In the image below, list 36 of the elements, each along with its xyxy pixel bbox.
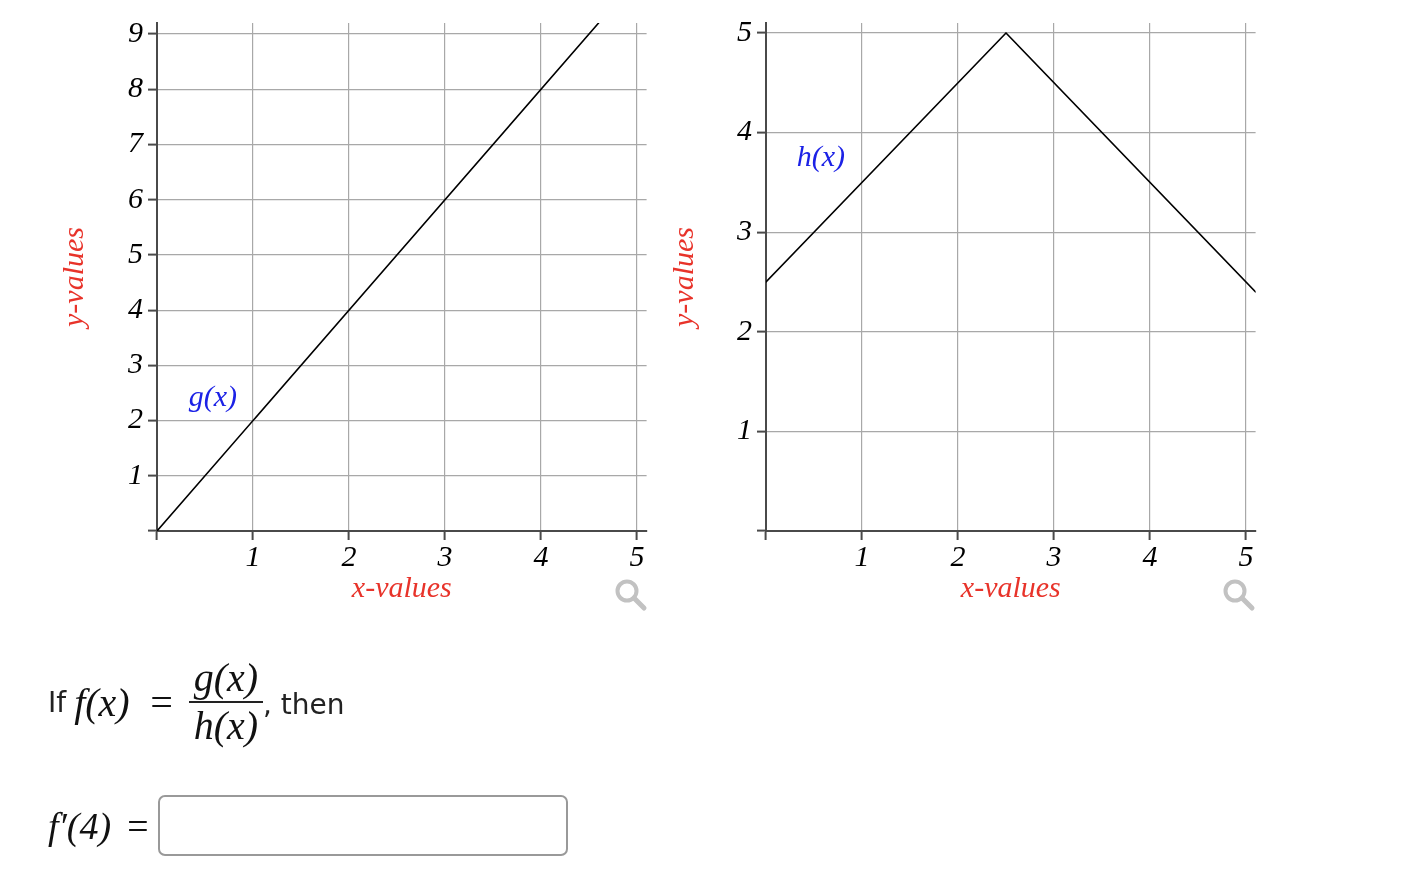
x-tick-label: 4 <box>1142 538 1158 572</box>
x-tick-label: 3 <box>1045 538 1062 572</box>
y-tick-label: 7 <box>128 125 145 159</box>
x-tick-label: 1 <box>245 538 261 572</box>
x-tick-label: 2 <box>950 538 966 572</box>
y-tick-label: 4 <box>128 291 143 325</box>
text: g(x) <box>188 655 264 703</box>
y-tick-label: 2 <box>737 312 752 346</box>
x-tick-label: 5 <box>629 538 645 572</box>
y-tick-label: 5 <box>737 13 752 47</box>
x-tick-label: 4 <box>533 538 549 572</box>
x-tick-label: 1 <box>854 538 870 572</box>
text: f(x) = <box>74 678 175 726</box>
y-tick-label: 4 <box>737 113 752 147</box>
y-tick-label: 9 <box>128 14 143 48</box>
x-tick-label: 5 <box>1238 538 1254 572</box>
annotation: h(x) <box>796 138 845 173</box>
annotation: g(x) <box>188 378 237 413</box>
y-tick-label: 2 <box>128 401 143 435</box>
text: h(x) <box>193 703 259 749</box>
x-axis-title: x-values <box>350 569 452 603</box>
text: If <box>48 685 67 719</box>
text: f′(4) = <box>48 803 151 848</box>
y-tick-label: 1 <box>737 412 752 446</box>
text: , then <box>263 687 345 721</box>
y-tick-label: 3 <box>736 213 752 247</box>
y-tick-label: 8 <box>128 70 143 104</box>
y-axis-title: y-values <box>665 227 699 330</box>
y-axis-title: y-values <box>55 227 89 330</box>
x-tick-label: 3 <box>436 538 453 572</box>
y-tick-label: 5 <box>128 235 143 269</box>
y-tick-label: 6 <box>128 180 143 214</box>
y-tick-label: 1 <box>128 456 143 490</box>
x-axis-title: x-values <box>959 569 1061 603</box>
y-tick-label: 3 <box>127 346 143 380</box>
x-tick-label: 2 <box>341 538 357 572</box>
